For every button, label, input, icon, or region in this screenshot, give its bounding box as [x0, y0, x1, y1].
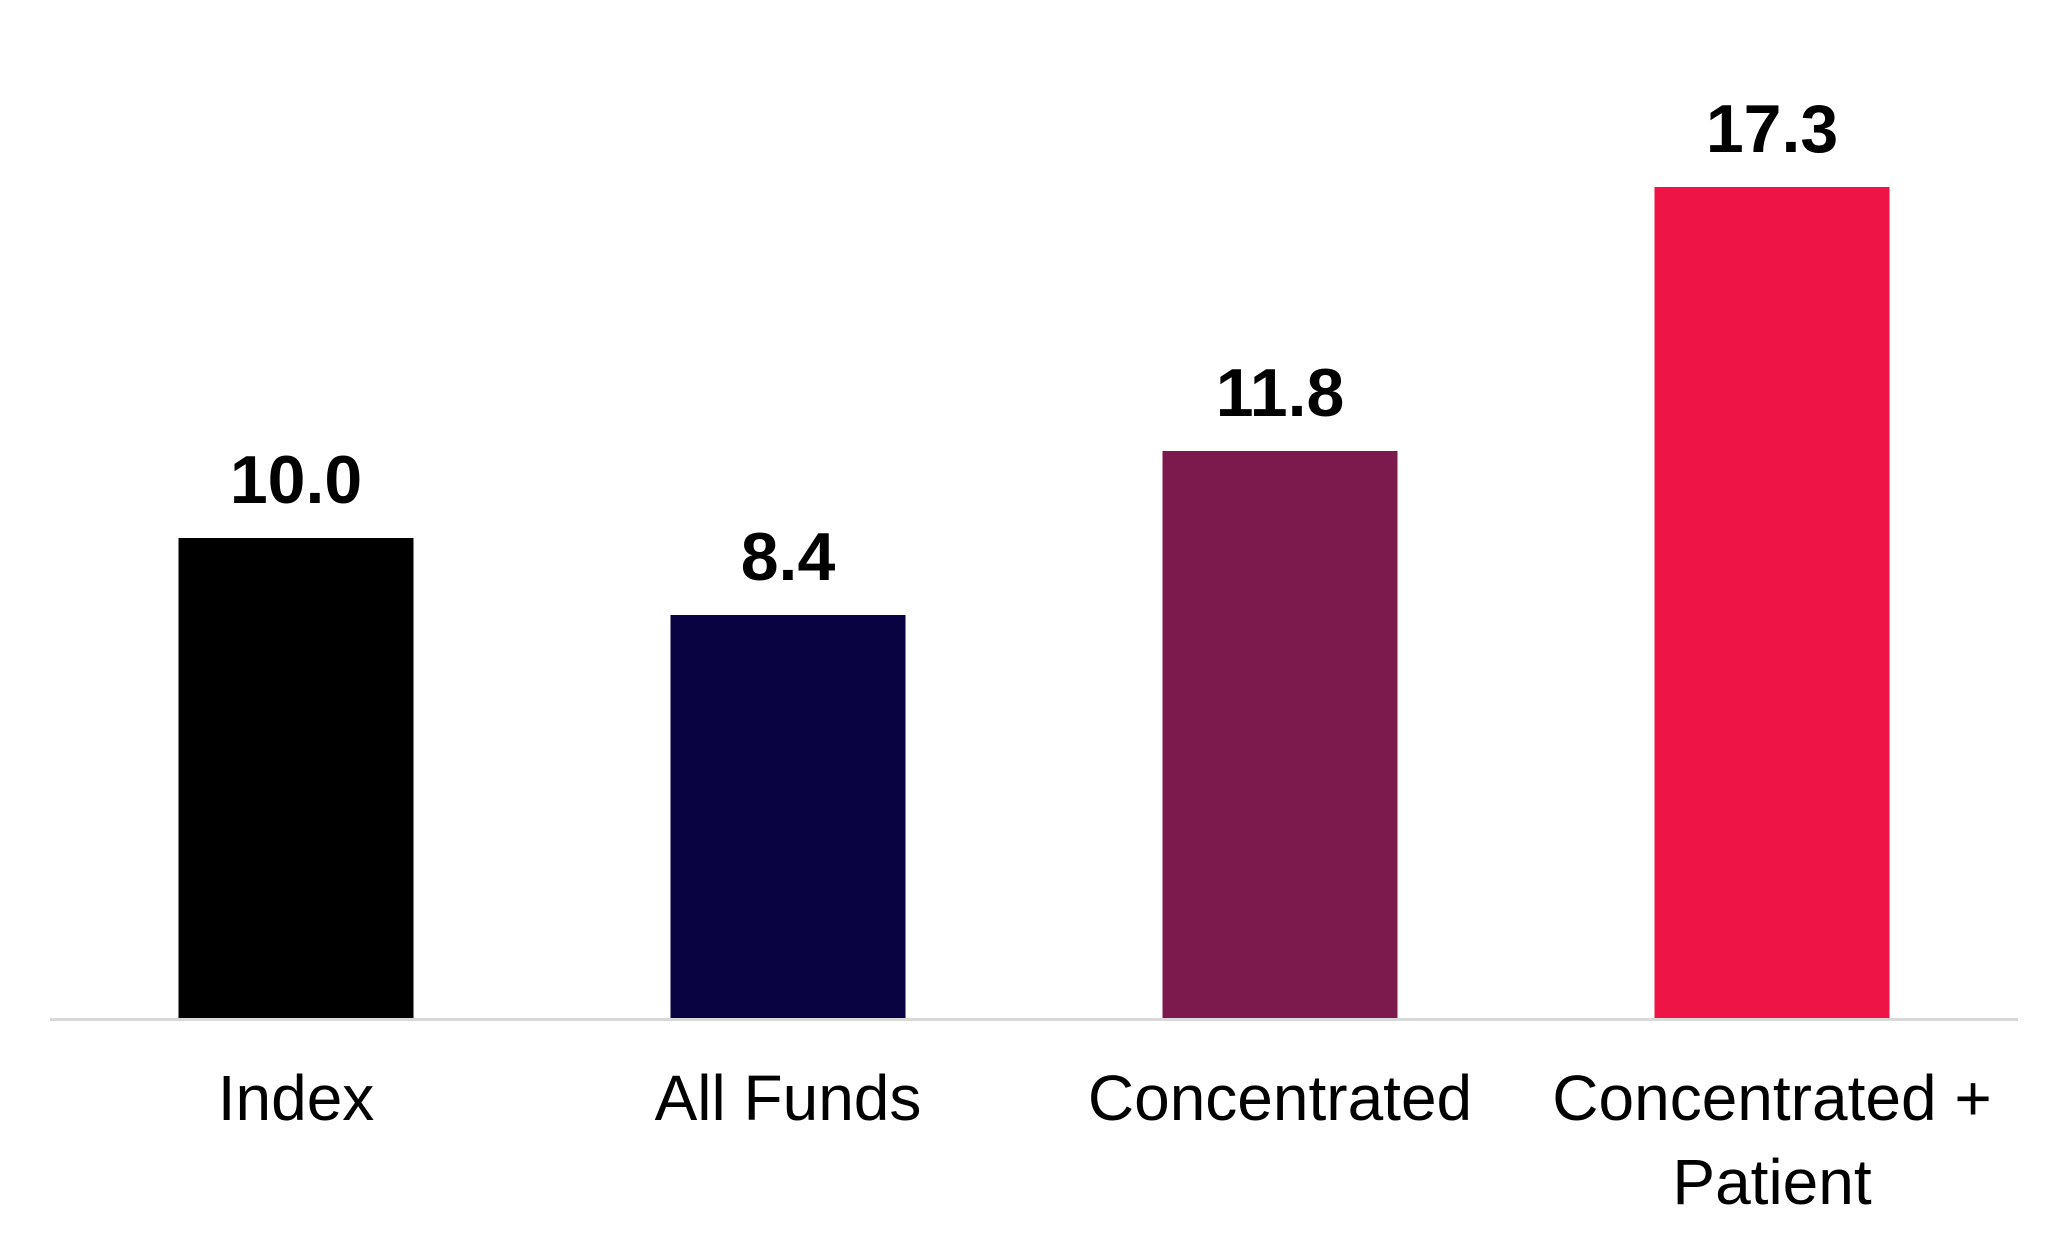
x-axis-labels: Index All Funds Concentrated Concentrate… [50, 1056, 2018, 1224]
x-axis-label-concentrated-patient: Concentrated + Patient [1552, 1062, 1992, 1218]
bar-concentrated-patient [1654, 187, 1890, 1019]
bar-value-label: 17.3 [1705, 91, 1839, 167]
bar-all-funds [670, 615, 906, 1019]
bar-value-label: 10.0 [229, 442, 363, 518]
bar-concentrated [1162, 451, 1398, 1019]
x-axis-label-index: Index [217, 1062, 375, 1134]
bar-column: 11.8 [1034, 0, 1526, 1019]
x-axis-line [50, 1018, 2018, 1021]
plot-area: 10.0 8.4 11.8 17.3 [50, 0, 2018, 1019]
x-axis-label-all-funds: All Funds [654, 1062, 922, 1134]
bar-column: 8.4 [542, 0, 1034, 1019]
bar-value-label: 11.8 [1215, 355, 1345, 431]
bar-column: 17.3 [1526, 0, 2018, 1019]
bar-column: 10.0 [50, 0, 542, 1019]
bar-index [178, 538, 414, 1019]
x-axis-label-concentrated: Concentrated [1087, 1062, 1473, 1134]
bar-value-label: 8.4 [740, 519, 836, 595]
